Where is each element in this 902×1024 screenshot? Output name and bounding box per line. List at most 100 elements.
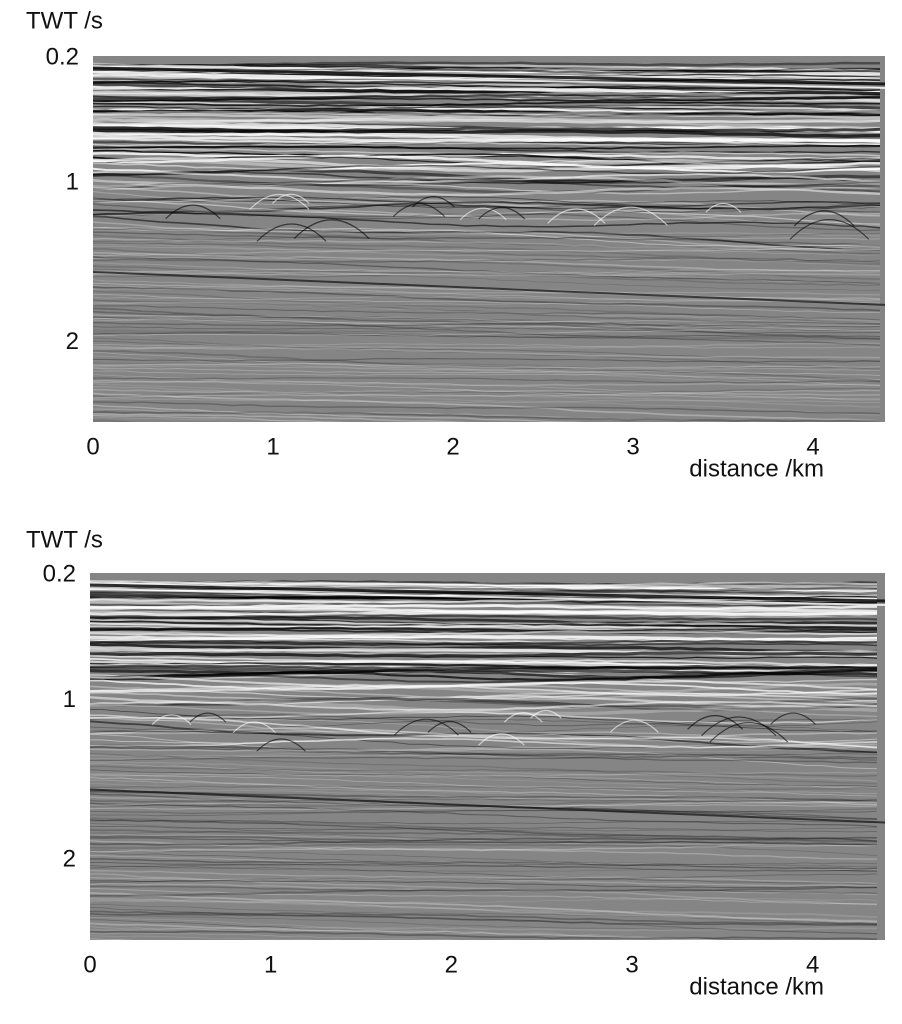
reflector (93, 398, 881, 404)
reflector (90, 867, 878, 872)
reflector (90, 915, 878, 935)
reflector (93, 175, 881, 187)
reflector (93, 342, 881, 350)
reflector (93, 346, 881, 359)
diffraction (789, 219, 870, 240)
reflector (93, 115, 881, 130)
reflector (90, 730, 878, 753)
diffraction (393, 718, 459, 736)
reflector (93, 228, 881, 255)
reflector (90, 903, 878, 925)
reflector (93, 326, 881, 334)
y-tick-label: 1 (63, 686, 76, 713)
reflector (93, 232, 881, 243)
reflector (93, 215, 881, 251)
x-tick-label: 3 (625, 951, 638, 978)
reflector (90, 597, 878, 607)
y-tick-label: 0.2 (43, 560, 76, 587)
reflector (90, 688, 878, 701)
reflector (90, 898, 878, 918)
reflector (93, 310, 881, 332)
reflector (93, 270, 885, 306)
reflector (93, 300, 881, 306)
reflector (93, 374, 881, 400)
reflector (93, 221, 881, 251)
reflector (93, 293, 881, 314)
reflector (93, 392, 881, 422)
reflector (93, 105, 881, 112)
reflector (90, 858, 878, 870)
reflector (90, 725, 878, 738)
reflector (93, 269, 881, 276)
reflector (93, 314, 881, 327)
reflector (93, 349, 881, 382)
reflector (93, 66, 885, 86)
x-tick-label: 0 (83, 951, 96, 978)
reflector (93, 110, 881, 118)
diffraction (293, 219, 370, 239)
y-tick-label: 0.2 (46, 43, 79, 70)
x-tick-label: 1 (264, 951, 277, 978)
reflector (93, 257, 881, 263)
reflector (93, 270, 881, 277)
seismic-image (93, 56, 885, 422)
reflector (93, 358, 880, 363)
reflector (90, 745, 878, 752)
x-axis-label: distance /km (689, 973, 824, 1000)
reflector (93, 207, 881, 220)
reflector (90, 672, 878, 684)
reflector (90, 882, 878, 896)
reflector (90, 862, 878, 869)
diffraction (271, 193, 310, 204)
x-tick-label: 2 (445, 951, 458, 978)
reflector (90, 620, 878, 630)
reflector (90, 737, 878, 749)
reflector (93, 269, 881, 274)
diffraction (232, 721, 276, 734)
reflector (90, 669, 878, 681)
reflector (90, 898, 878, 904)
reflector (90, 892, 878, 923)
diffraction (709, 721, 789, 743)
reflector (90, 854, 878, 871)
reflector (90, 873, 878, 884)
reflector (90, 819, 878, 842)
diffraction (189, 712, 227, 723)
panel: 0 1 2 3 4 0.2 1 2 TWT /s distance /km (26, 526, 885, 1000)
reflector (90, 910, 878, 925)
reflector (90, 734, 878, 745)
reflector (90, 700, 878, 711)
reflector (90, 639, 878, 647)
panel: 0 1 2 3 4 0.2 1 2 TWT /s distance /km (26, 7, 885, 482)
reflector (90, 870, 878, 885)
reflector (90, 839, 878, 860)
reflector (90, 779, 878, 794)
diffraction (593, 206, 668, 226)
reflector (90, 796, 878, 803)
x-tick-label: 2 (446, 433, 459, 460)
reflector (93, 231, 881, 246)
reflector (93, 171, 881, 183)
reflector (90, 636, 878, 642)
reflector (93, 316, 881, 346)
reflector (90, 917, 752, 940)
reflector (90, 752, 878, 785)
reflector (93, 69, 881, 77)
reflector (93, 386, 881, 408)
reflector (90, 822, 878, 857)
reflector (93, 361, 881, 369)
reflector (93, 248, 881, 280)
diffraction (503, 712, 543, 723)
reflector (93, 337, 881, 370)
reflector (93, 301, 881, 322)
reflector (93, 181, 881, 195)
reflector (93, 380, 881, 387)
diffraction (459, 207, 507, 221)
reflector (93, 256, 881, 285)
reflector (90, 704, 878, 718)
reflector (93, 377, 881, 384)
reflector (93, 370, 881, 380)
reflector (90, 597, 878, 604)
reflector (90, 825, 878, 833)
